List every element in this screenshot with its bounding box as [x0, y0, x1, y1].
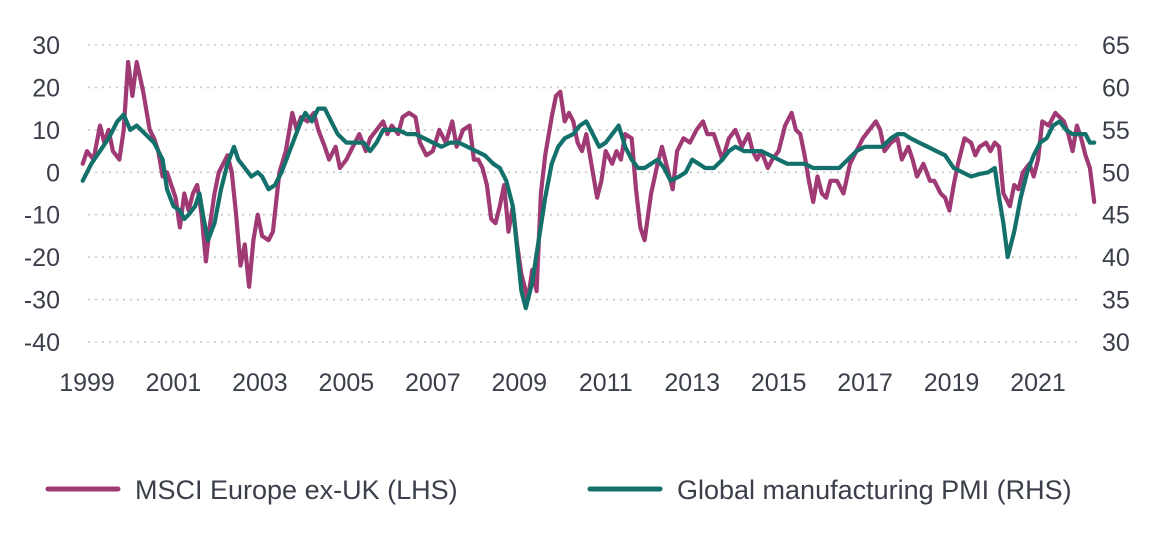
left-y-tick-label: -40 [24, 329, 60, 357]
x-tick-label: 2009 [491, 369, 547, 397]
x-tick-label: 2001 [146, 369, 202, 397]
right-y-axis: 65 60 55 50 45 40 35 30 [1102, 32, 1130, 357]
series-lines [80, 59, 1097, 311]
right-y-tick-label: 35 [1102, 287, 1130, 315]
right-y-tick-label: 30 [1102, 329, 1130, 357]
right-y-tick-label: 60 [1102, 74, 1130, 102]
series-line-msci [80, 59, 1097, 302]
right-y-tick-label: 40 [1102, 244, 1130, 272]
legend: MSCI Europe ex-UK (LHS) Global manufactu… [45, 475, 1072, 505]
left-y-tick-label: 30 [32, 32, 60, 60]
x-tick-label: 2015 [751, 369, 807, 397]
left-y-axis: 30 20 10 0 -10 -20 -30 -40 [24, 32, 60, 357]
right-y-tick-label: 55 [1102, 117, 1130, 145]
right-y-tick-label: 45 [1102, 202, 1130, 230]
right-y-tick-label: 65 [1102, 32, 1130, 60]
x-tick-label: 1999 [59, 369, 115, 397]
gridlines [88, 44, 1078, 343]
x-tick-label: 2011 [579, 369, 633, 397]
x-tick-label: 2003 [232, 369, 288, 397]
x-tick-label: 2017 [837, 369, 893, 397]
x-axis: 1999 2001 2003 2005 2007 2009 2011 2013 2015 2017… [59, 369, 1066, 397]
legend-label-pmi: Global manufacturing PMI (RHS) [677, 475, 1072, 505]
x-tick-label: 2005 [319, 369, 375, 397]
x-tick-label: 2019 [924, 369, 980, 397]
x-tick-label: 2021 [1010, 369, 1066, 397]
legend-item-msci: MSCI Europe ex-UK (LHS) [45, 475, 458, 505]
left-y-tick-label: -30 [24, 287, 60, 315]
left-y-tick-label: 20 [32, 74, 60, 102]
x-tick-label: 2013 [664, 369, 720, 397]
left-y-tick-label: -20 [24, 244, 60, 272]
series-line-pmi [80, 106, 1097, 311]
left-y-tick-label: 10 [32, 117, 60, 145]
legend-label-msci: MSCI Europe ex-UK (LHS) [135, 475, 458, 505]
x-tick-label: 2007 [405, 369, 461, 397]
right-y-tick-label: 50 [1102, 159, 1130, 187]
legend-item-pmi: Global manufacturing PMI (RHS) [587, 475, 1072, 505]
left-y-tick-label: 0 [46, 159, 60, 187]
left-y-tick-label: -10 [24, 202, 60, 230]
